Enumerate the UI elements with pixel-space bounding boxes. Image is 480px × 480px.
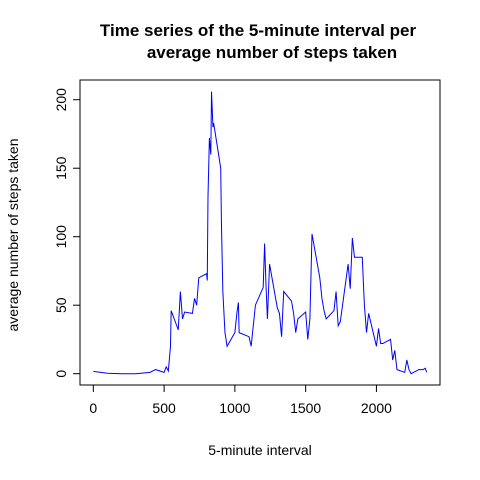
line: [93, 91, 428, 375]
y-tick-label: 100: [53, 225, 69, 249]
y-tick-label: 0: [53, 370, 69, 378]
x-tick-label: 1500: [290, 400, 321, 416]
x-tick-label: 500: [152, 400, 176, 416]
y-tick-label: 150: [53, 156, 69, 180]
x-tick-label: 0: [89, 400, 97, 416]
x-tick-label: 2000: [361, 400, 392, 416]
y-tick-label: 200: [53, 88, 69, 112]
x-axis-label: 5-minute interval: [208, 442, 312, 458]
x-tick-label: 1000: [219, 400, 250, 416]
chart-title: Time series of the 5-minute interval per: [100, 21, 417, 40]
plot-frame: [79, 79, 441, 386]
y-tick-label: 50: [53, 297, 69, 313]
chart-title: average number of steps taken: [147, 43, 397, 62]
y-axis-label: average number of steps taken: [5, 138, 21, 331]
